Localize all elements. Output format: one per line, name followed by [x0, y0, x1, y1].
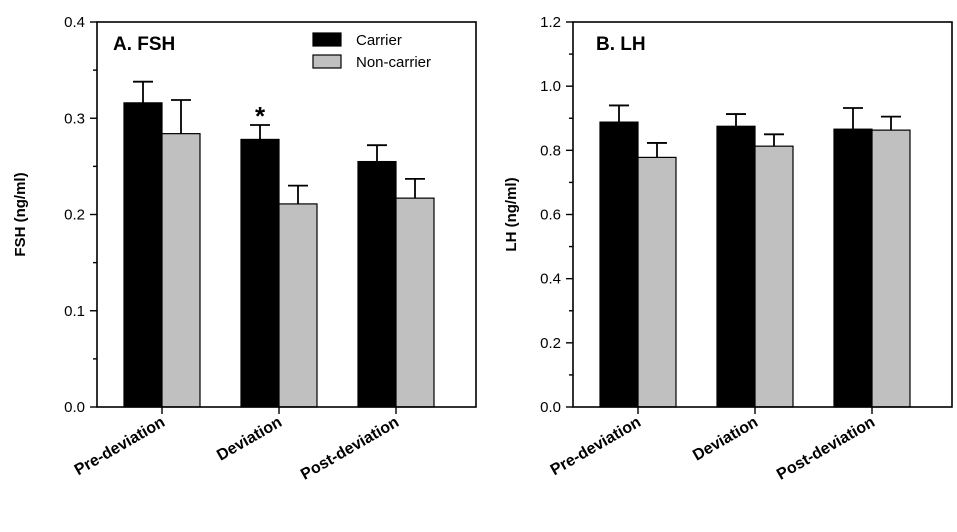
bar-carrier-deviation	[716, 125, 756, 408]
bar-non-carrier-deviation	[278, 203, 318, 408]
bar-non-carrier-pre-deviation	[637, 156, 677, 408]
legend: Carrier Non-carrier	[312, 32, 431, 71]
error-bar	[250, 124, 270, 140]
error-bar	[288, 184, 308, 204]
y-tick-label: 0.2	[540, 335, 561, 352]
bar-non-carrier-pre-deviation	[161, 133, 201, 408]
y-tick-label: 0.0	[540, 399, 561, 416]
chart-panel-1: 0.0 0.2 0.4 0.6 0.8 1.0 1.2 Pre-deviation Deviat…	[503, 14, 953, 484]
significance-marker: *	[255, 101, 266, 131]
y-axis-title: LH (ng/ml)	[503, 177, 520, 251]
error-bar	[843, 107, 863, 130]
error-bar	[405, 177, 425, 199]
error-bar	[726, 113, 746, 127]
y-tick-label: 0.2	[64, 207, 85, 224]
x-tick-label: Pre-deviation	[548, 414, 644, 479]
error-bar	[764, 133, 784, 147]
y-tick-label: 0.6	[540, 207, 561, 224]
x-tick-label: Post-deviation	[774, 414, 878, 484]
error-bar	[171, 99, 191, 134]
y-tick-label: 1.2	[540, 14, 561, 31]
bar-carrier-post-deviation	[833, 128, 873, 408]
y-axis-title: FSH (ng/ml)	[12, 172, 29, 256]
legend-swatch	[312, 32, 342, 47]
error-bar	[881, 115, 901, 131]
bar-non-carrier-post-deviation	[871, 129, 911, 408]
panel-title: A. FSH	[113, 34, 175, 55]
error-bar	[609, 104, 629, 123]
y-tick-label: 0.4	[64, 14, 85, 31]
legend-label: Carrier	[356, 32, 402, 49]
legend-label: Non-carrier	[356, 54, 431, 71]
bar-carrier-deviation	[240, 138, 280, 408]
bar-non-carrier-deviation	[754, 145, 794, 408]
bar-carrier-pre-deviation	[123, 102, 163, 408]
x-tick-label: Pre-deviation	[72, 414, 168, 479]
y-tick-label: 0.4	[540, 271, 561, 288]
error-bar	[367, 144, 387, 162]
y-tick-label: 0.1	[64, 303, 85, 320]
x-tick-label: Deviation	[214, 414, 285, 465]
y-tick-label: 0.0	[64, 399, 85, 416]
bar-non-carrier-post-deviation	[395, 197, 435, 408]
bar-carrier-post-deviation	[357, 160, 397, 408]
chart-panel-0: * 0.0 0.1 0.2 0.3 0.4 Pre-deviation Deviation Po…	[12, 14, 477, 484]
x-tick-label: Deviation	[690, 414, 761, 465]
y-tick-label: 1.0	[540, 78, 561, 95]
x-tick-label: Post-deviation	[298, 414, 402, 484]
error-bar	[133, 80, 153, 103]
y-tick-label: 0.8	[540, 142, 561, 159]
bar-carrier-pre-deviation	[599, 121, 639, 408]
y-tick-label: 0.3	[64, 110, 85, 127]
legend-swatch	[312, 54, 342, 69]
error-bar	[647, 142, 667, 158]
panel-title: B. LH	[596, 34, 646, 55]
